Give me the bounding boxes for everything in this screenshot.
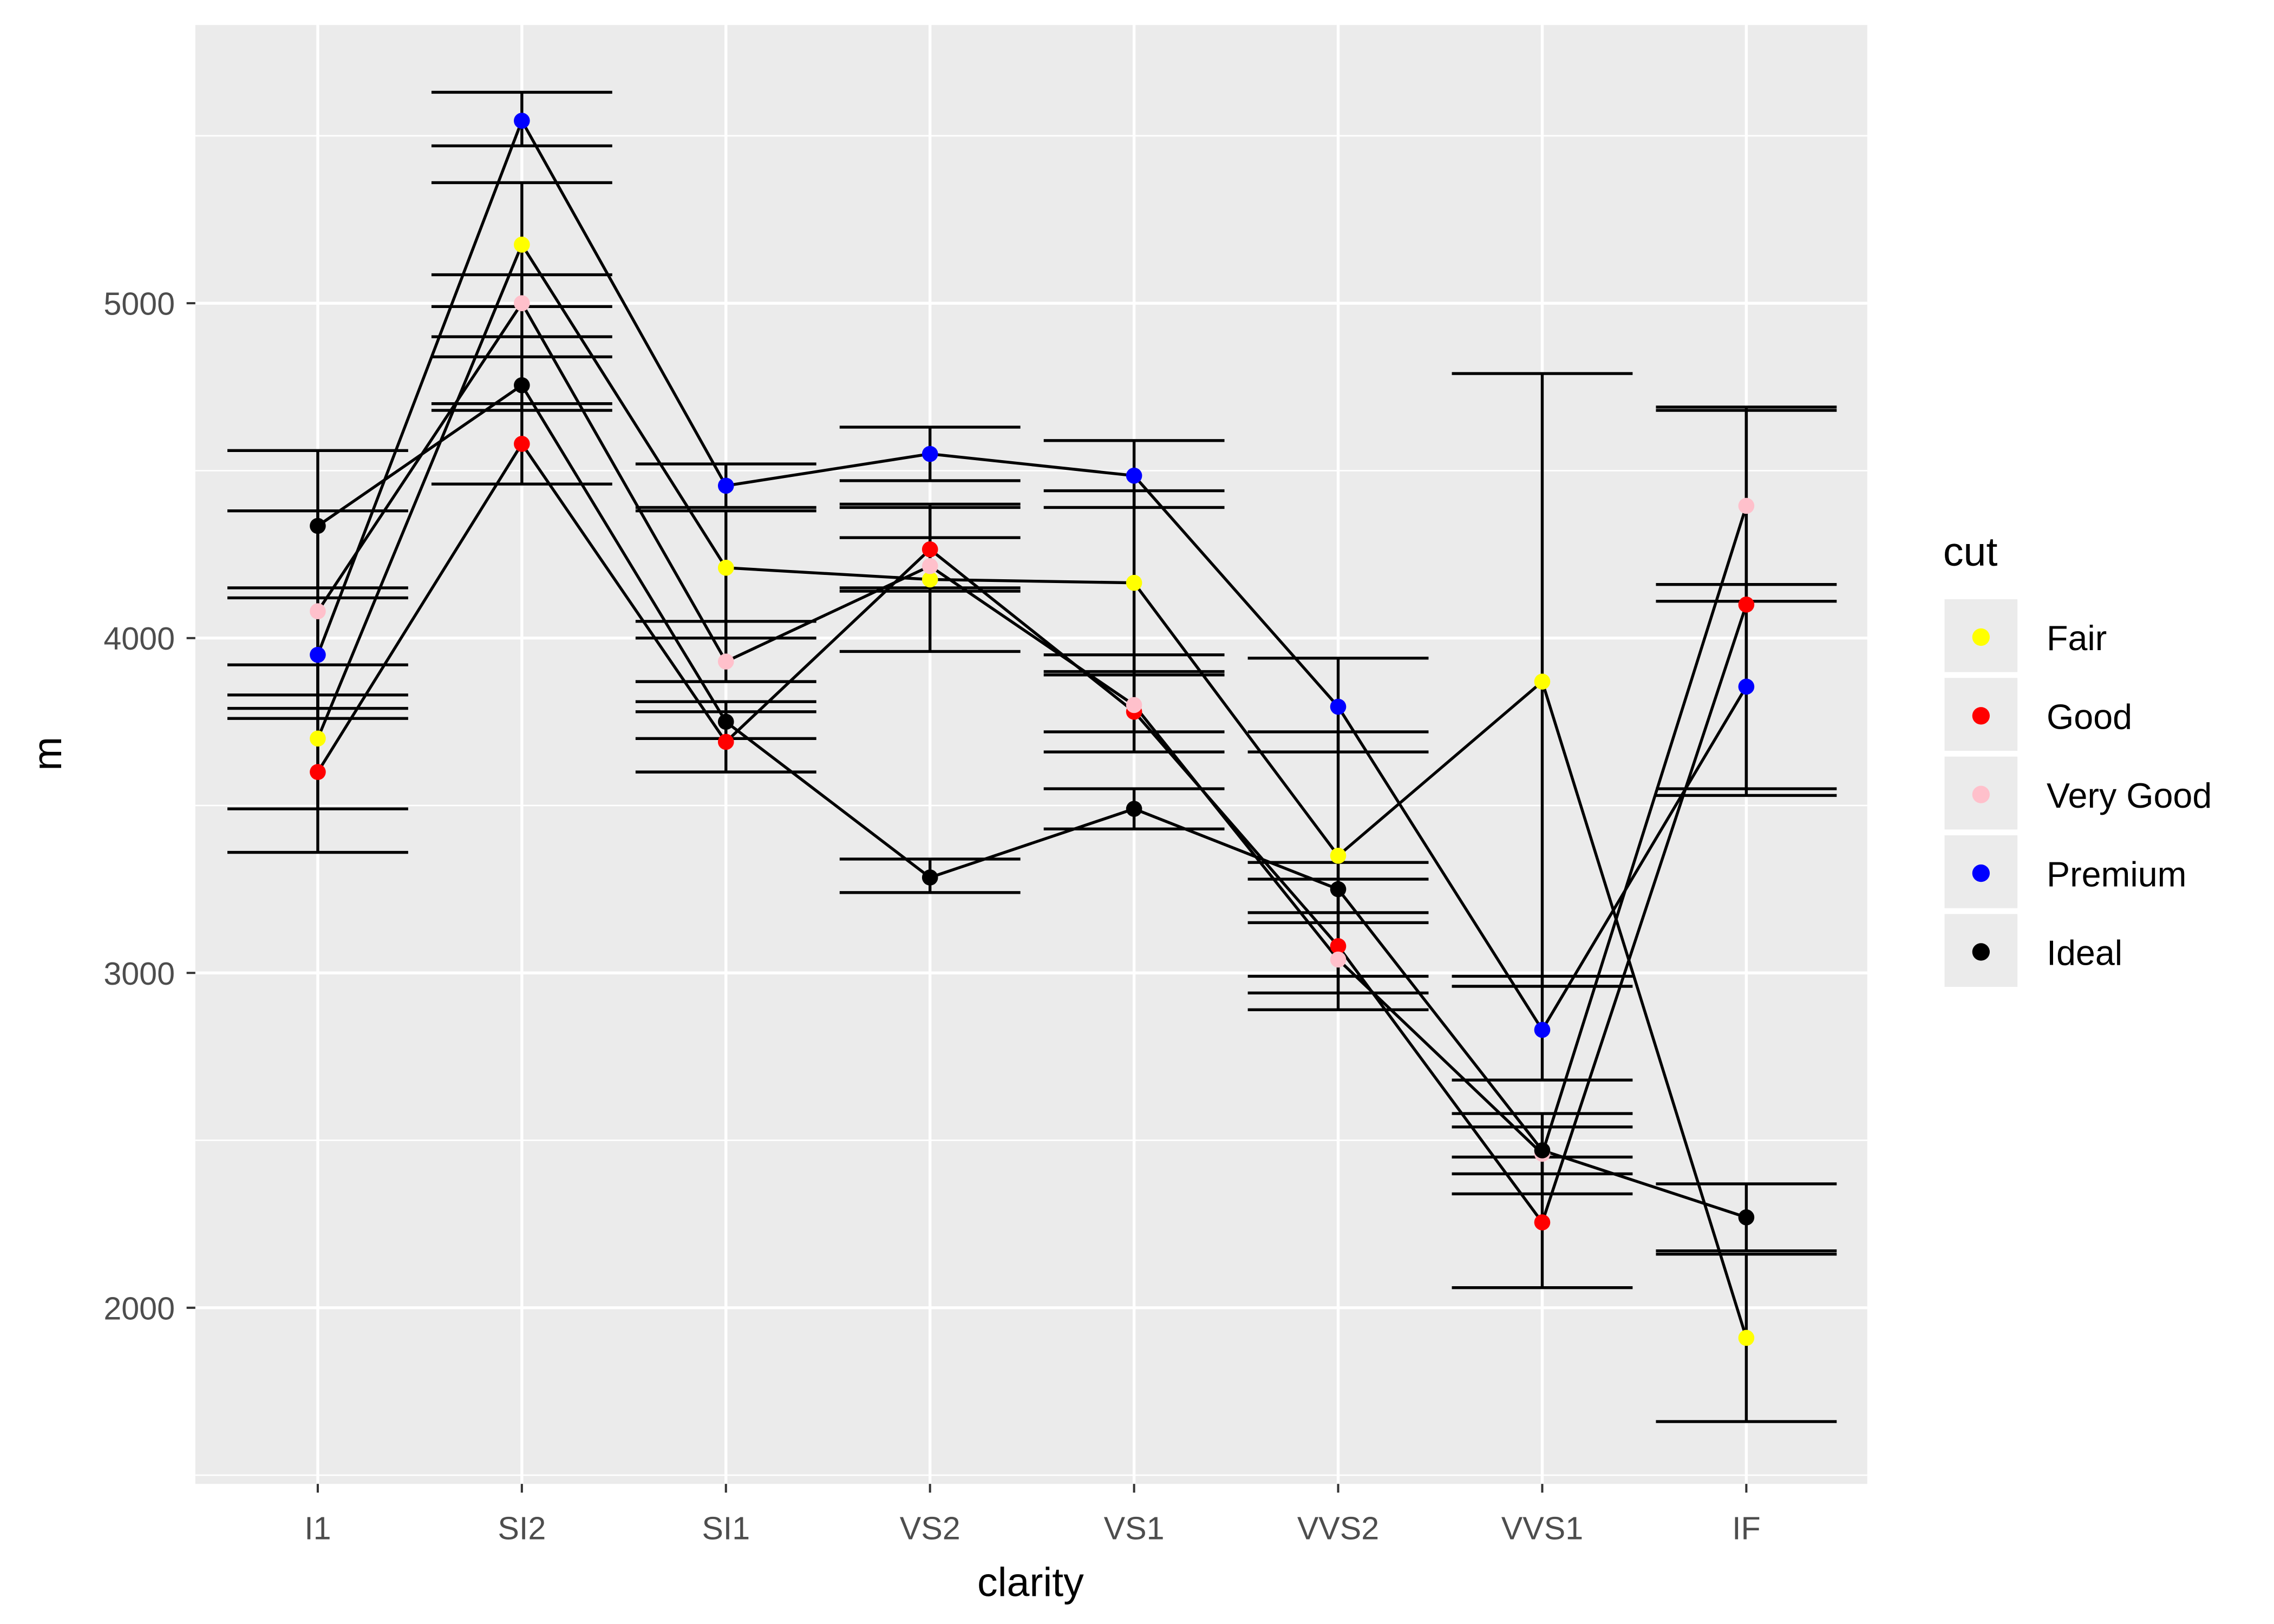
data-point: [1330, 951, 1347, 968]
data-point: [310, 518, 326, 534]
legend-label: Very Good: [2047, 776, 2212, 815]
data-point: [1738, 497, 1755, 514]
data-point: [1330, 847, 1347, 864]
data-points: [310, 113, 1755, 1346]
data-point: [922, 571, 938, 588]
x-axis-label: clarity: [977, 1559, 1084, 1605]
x-tick-label: IF: [1732, 1510, 1761, 1546]
legend-swatch: [1972, 628, 1990, 646]
data-point: [310, 730, 326, 747]
data-point: [1738, 1330, 1755, 1346]
series-line-good: [316, 441, 1748, 1226]
legend-label: Premium: [2047, 855, 2186, 894]
data-point: [1534, 1142, 1551, 1158]
x-tick-label: VVS2: [1297, 1510, 1379, 1546]
x-tick-label: VVS1: [1501, 1510, 1583, 1546]
data-point: [1738, 1209, 1755, 1226]
legend-swatch: [1972, 943, 1990, 961]
data-point: [514, 237, 530, 253]
data-point: [1126, 574, 1142, 591]
series-line-very-good: [316, 300, 1748, 1157]
data-point: [1738, 597, 1755, 613]
series-line-ideal: [317, 383, 1747, 1219]
data-point: [1534, 1214, 1551, 1230]
data-point: [514, 436, 530, 452]
series-line-fair: [316, 241, 1748, 1339]
plot-panel: [195, 25, 1867, 1484]
legend-title: cut: [1943, 529, 1998, 574]
data-point: [1738, 678, 1755, 695]
y-tick-label: 2000: [103, 1290, 175, 1326]
data-point: [1330, 881, 1347, 898]
data-point: [310, 646, 326, 663]
y-axis-label: m: [24, 737, 70, 771]
data-point: [1126, 697, 1142, 713]
data-point: [514, 377, 530, 394]
data-point: [1126, 467, 1142, 484]
x-axis-ticks: I1 SI2 SI1 VS2 VS1 VVS2 VVS1 IF: [304, 1484, 1761, 1546]
data-point: [1330, 938, 1347, 954]
legend-swatch: [1972, 707, 1990, 725]
x-tick-label: VS1: [1104, 1510, 1165, 1546]
data-point: [922, 446, 938, 462]
data-point: [717, 713, 734, 730]
data-point: [922, 558, 938, 574]
data-point: [922, 869, 938, 886]
x-tick-label: SI1: [702, 1510, 750, 1546]
data-point: [514, 295, 530, 311]
legend-label: Good: [2047, 698, 2132, 737]
data-point: [1534, 673, 1551, 690]
data-point: [717, 653, 734, 670]
data-point: [717, 477, 734, 494]
legend: cut Fair Good Very Good Premium Ideal: [1943, 529, 2212, 987]
data-point: [717, 734, 734, 750]
error-bars: [227, 90, 1837, 1423]
y-tick-label: 5000: [103, 286, 175, 322]
y-tick-label: 4000: [103, 620, 175, 657]
data-point: [1330, 698, 1347, 715]
x-tick-label: I1: [304, 1510, 331, 1546]
data-point: [1126, 801, 1142, 817]
x-tick-label: VS2: [900, 1510, 960, 1546]
legend-label: Fair: [2047, 619, 2107, 658]
x-tick-label: SI2: [498, 1510, 546, 1546]
y-tick-label: 3000: [103, 955, 175, 992]
legend-label: Ideal: [2047, 934, 2122, 973]
data-point: [717, 560, 734, 576]
legend-swatch: [1972, 785, 1990, 803]
data-point: [1534, 1021, 1551, 1038]
data-point: [514, 113, 530, 129]
data-point: [922, 541, 938, 558]
legend-swatch: [1972, 864, 1990, 882]
data-point: [310, 764, 326, 780]
y-axis-ticks: 2000 3000 4000 5000: [103, 286, 195, 1326]
data-point: [310, 603, 326, 620]
